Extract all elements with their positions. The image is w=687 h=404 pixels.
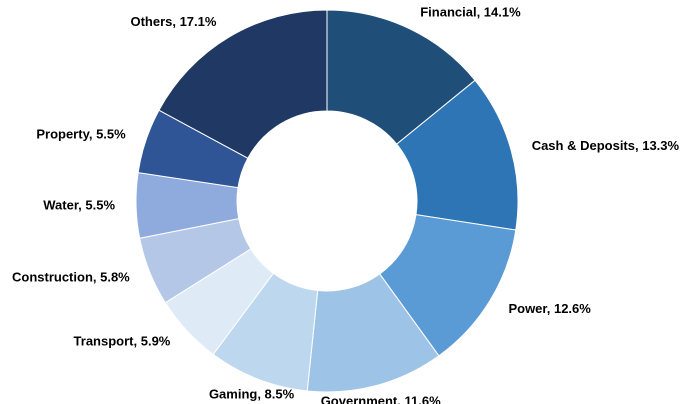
data-label: Government, 11.6% (321, 393, 441, 404)
data-label: Gaming, 8.5% (209, 386, 295, 401)
data-label: Financial, 14.1% (420, 5, 521, 20)
data-label: Transport, 5.9% (74, 334, 171, 349)
slice (158, 9, 328, 159)
data-label: Others, 17.1% (130, 14, 216, 29)
data-label: Property, 5.5% (36, 127, 126, 142)
data-label: Construction, 5.8% (12, 269, 130, 284)
data-label: Power, 12.6% (508, 301, 591, 316)
data-label: Cash & Deposits, 13.3% (532, 138, 680, 153)
data-label: Water, 5.5% (43, 197, 115, 212)
